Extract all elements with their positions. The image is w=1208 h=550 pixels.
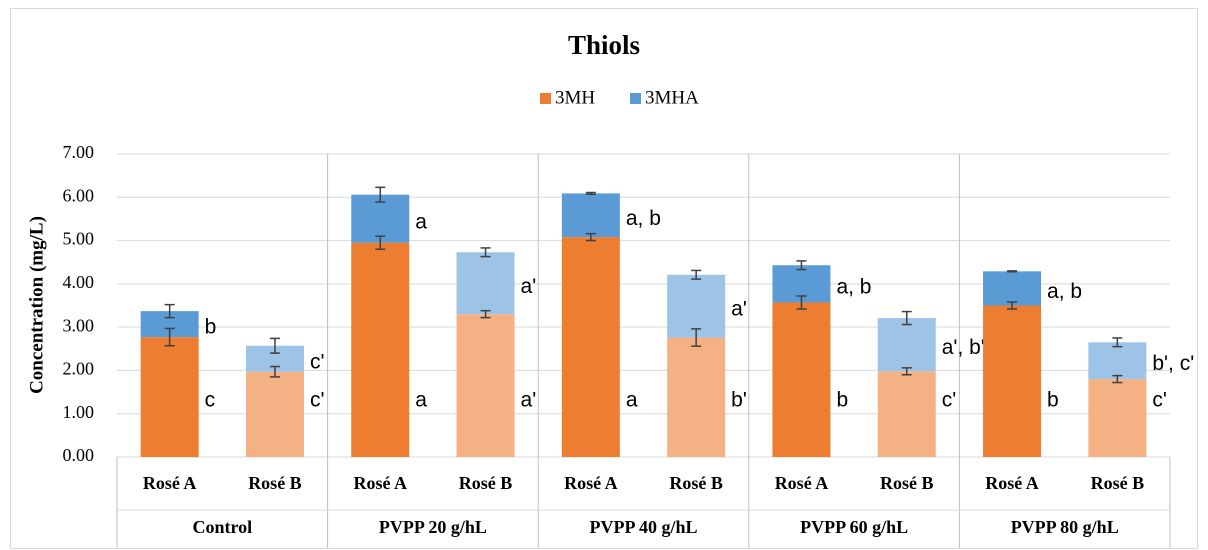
error-bar [901,310,912,326]
bar-segment [667,274,726,338]
error-bar [1112,337,1123,348]
significance-label: b [205,316,217,339]
significance-label: a' [521,388,537,411]
error-bar [1112,374,1123,384]
bar-segment [772,302,831,457]
significance-label: a' [731,298,747,321]
significance-label: a [415,210,427,233]
bar-segment [1088,342,1147,380]
legend-swatch [540,93,551,104]
error-bar [691,328,702,347]
error-bar [796,260,807,271]
error-bar [796,295,807,310]
y-tick-label: 1.00 [63,402,95,422]
y-tick-label: 7.00 [63,142,95,162]
significance-label: a' [521,275,537,298]
bar-segment [983,271,1042,306]
error-bar [269,337,280,354]
error-bar [585,232,596,242]
x-tick-label: Rosé A [564,473,618,493]
x-tick-label: Rosé B [248,473,302,493]
significance-label: a [415,388,427,411]
error-bar [164,303,175,319]
significance-label: c' [942,388,957,411]
significance-label: a, b [836,275,871,298]
significance-label: b [1047,388,1059,411]
significance-label: b [836,388,848,411]
x-tick-label: Rosé A [775,473,829,493]
error-bar [375,235,386,250]
significance-label: a [626,388,638,411]
bar-segment [561,237,620,457]
group-label: PVPP 60 g/hL [800,517,908,537]
bar-segment [983,305,1042,457]
y-tick-label: 2.00 [63,359,95,379]
y-tick-label: 4.00 [63,272,95,292]
y-tick-label: 6.00 [63,185,95,205]
y-tick-label: 3.00 [63,315,95,335]
significance-label: c' [1152,388,1167,411]
bar-segment [351,242,410,457]
group-label: PVPP 20 g/hL [379,517,487,537]
significance-label: c' [310,388,325,411]
x-tick-label: Rosé B [459,473,513,493]
bar-segment [877,371,936,457]
bar-segment [456,314,515,457]
x-tick-label: Rosé A [985,473,1039,493]
legend-swatch [630,93,641,104]
significance-label: a, b [1047,280,1082,303]
error-bar [1007,301,1018,310]
significance-label: c [205,388,216,411]
bar-segment [140,337,199,457]
significance-label: c' [310,350,325,373]
x-tick-label: Rosé B [880,473,934,493]
bar-segment [245,371,304,457]
error-bar [1007,270,1018,273]
x-tick-label: Rosé A [143,473,197,493]
error-bar [480,247,491,258]
error-bar [585,191,596,196]
group-label: PVPP 40 g/hL [589,517,697,537]
x-tick-label: Rosé B [669,473,723,493]
x-tick-label: Rosé B [1091,473,1145,493]
bar-segment [1088,379,1147,457]
legend-label: 3MHA [645,87,699,108]
error-bar [691,269,702,280]
error-bar [480,309,491,319]
bar-segment [667,337,726,457]
bar-segment [561,193,620,238]
y-tick-label: 0.00 [63,445,95,465]
group-label: Control [192,517,252,537]
significance-label: a', b' [942,336,985,359]
error-bar [269,365,280,378]
error-bar [901,367,912,376]
chart-title: Thiols [568,30,640,60]
error-bar [375,186,386,203]
y-tick-label: 5.00 [63,229,95,249]
legend-label: 3MH [555,87,595,108]
significance-label: b', c' [1152,352,1194,375]
bar-segment [456,252,515,315]
x-tick-label: Rosé A [354,473,408,493]
bar-segment [877,318,936,372]
significance-label: a, b [626,207,661,230]
significance-label: b' [731,388,747,411]
error-bar [164,327,175,347]
y-axis-title: Concentration (mg/L) [26,216,47,394]
group-label: PVPP 80 g/hL [1011,517,1119,537]
